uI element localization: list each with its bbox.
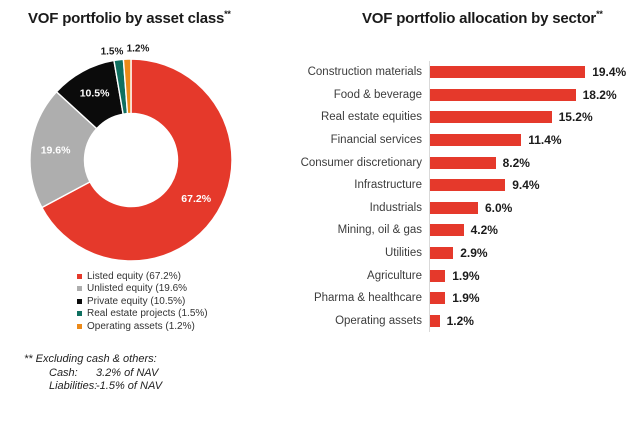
legend-item: Listed equity (67.2%)	[77, 270, 208, 282]
sector-chart-title-text: VOF portfolio allocation by sector	[362, 10, 597, 27]
bar-category-label: Operating assets	[335, 314, 422, 327]
legend-swatch	[77, 286, 82, 292]
pie-slice-label-listed-equity: 67.2%	[181, 193, 211, 205]
footnote: ** Excluding cash & others: Cash: 3.2% o…	[24, 353, 162, 394]
bar	[430, 314, 440, 327]
bar-value-label: 2.9%	[460, 246, 488, 261]
bar-category-label: Utilities	[384, 247, 422, 260]
bar-row: Mining, oil & gas 4.2%	[282, 219, 638, 242]
bar-value-label: 18.2%	[582, 87, 617, 102]
bar-area: 9.4%	[429, 173, 638, 197]
bar-row: Pharma & healthcare 1.9%	[282, 286, 638, 310]
footnote-cash-value: 3.2% of NAV	[96, 366, 159, 379]
asset-class-chart-title-text: VOF portfolio by asset class	[28, 10, 225, 27]
bar-row: Infrastructure 9.4%	[282, 173, 638, 197]
bar	[430, 134, 522, 147]
bar	[430, 66, 586, 79]
bar-category-label: Infrastructure	[354, 179, 422, 192]
bar-category-label: Consumer discretionary	[300, 156, 422, 169]
bar-category-label: Industrials	[369, 201, 422, 214]
pie-slice-operating-assets	[122, 58, 132, 115]
bar-row: Financial services 11.4%	[282, 128, 638, 152]
bar-value-label: 11.4%	[528, 133, 562, 148]
pie-slice-label-operating-assets: 1.2%	[127, 44, 150, 55]
bar-area: 1.2%	[429, 309, 638, 333]
footnote-line1: ** Excluding cash & others:	[24, 353, 157, 365]
bar-value-label: 4.2%	[470, 223, 498, 238]
bar-value-label: 9.4%	[512, 178, 540, 193]
bar-area: 19.4%	[429, 61, 638, 84]
bar-area: 1.9%	[429, 286, 638, 310]
asset-class-title-footnote-marker: **	[224, 9, 231, 19]
asset-class-donut-chart: 67.2% 19.6% 10.5% 1.5% 1.2%	[29, 44, 233, 262]
bar-category-label: Food & beverage	[333, 88, 422, 101]
bar-row: Agriculture 1.9%	[282, 264, 638, 287]
legend-swatch	[77, 323, 82, 329]
footnote-liabilities-row: Liabilities: -1.5% of NAV	[49, 380, 162, 394]
bar-value-label: 1.9%	[452, 268, 480, 283]
legend-item: Unlisted equity (19.6%	[77, 283, 208, 295]
bar	[430, 292, 446, 305]
bar-value-label: 6.0%	[485, 200, 513, 215]
legend-label: Private equity (10.5%)	[87, 295, 186, 307]
bar-area: 18.2%	[429, 83, 638, 107]
bar-category-label: Financial services	[330, 134, 422, 147]
bar	[430, 111, 552, 124]
bar-category-label: Agriculture	[367, 269, 422, 282]
bar-area: 8.2%	[429, 151, 638, 174]
bar-area: 1.9%	[429, 264, 638, 287]
legend-item: Operating assets (1.2%)	[77, 320, 208, 332]
bar-category-label: Mining, oil & gas	[337, 224, 422, 237]
sector-title-footnote-marker: **	[596, 9, 603, 19]
pie-slice-label-real-estate-projects: 1.5%	[101, 47, 124, 58]
bar	[430, 88, 576, 101]
bar-value-label: 8.2%	[502, 155, 530, 170]
legend-item: Real estate projects (1.5%)	[77, 308, 208, 320]
bar-value-label: 15.2%	[558, 110, 593, 125]
bar-row: Operating assets 1.2%	[282, 309, 638, 333]
bar-area: 11.4%	[429, 128, 638, 152]
bar-category-label: Construction materials	[307, 66, 422, 79]
legend-label: Listed equity (67.2%)	[87, 270, 181, 282]
bar-area: 4.2%	[429, 219, 638, 242]
bar-row: Utilities 2.9%	[282, 241, 638, 265]
bar-row: Industrials 6.0%	[282, 196, 638, 220]
bar	[430, 224, 464, 237]
bar-row: Construction materials 19.4%	[282, 61, 638, 84]
bar-row: Food & beverage 18.2%	[282, 83, 638, 107]
pie-slice-label-unlisted-equity: 19.6%	[41, 145, 71, 157]
legend-label: Unlisted equity (19.6%	[87, 283, 188, 295]
bar	[430, 247, 454, 260]
legend-label: Operating assets (1.2%)	[87, 320, 195, 332]
bar	[430, 269, 446, 282]
legend-item: Private equity (10.5%)	[77, 295, 208, 307]
footnote-liabilities-value: -1.5% of NAV	[96, 380, 163, 392]
bar	[430, 179, 506, 192]
legend-swatch	[77, 298, 82, 304]
bar-row: Real estate equities 15.2%	[282, 106, 638, 129]
bar-category-label: Real estate equities	[320, 111, 422, 124]
asset-class-chart-title: VOF portfolio by asset class**	[28, 9, 231, 27]
bar-area: 2.9%	[429, 241, 638, 265]
bar-value-label: 19.4%	[592, 65, 627, 80]
bar-area: 15.2%	[429, 106, 638, 129]
footnote-cash-row: Cash: 3.2% of NAV	[49, 367, 162, 381]
sector-chart-title: VOF portfolio allocation by sector**	[362, 9, 603, 27]
pie-slice-label-private-equity: 10.5%	[80, 87, 110, 99]
bar-row: Consumer discretionary 8.2%	[282, 151, 638, 174]
bar-area: 6.0%	[429, 196, 638, 220]
sector-bar-chart: Construction materials 19.4% Food & bevera…	[282, 61, 638, 333]
footnote-cash-label: Cash:	[49, 366, 78, 379]
bar-category-label: Pharma & healthcare	[313, 292, 422, 305]
pie-slice-listed-equity	[40, 58, 233, 262]
legend-swatch	[77, 311, 82, 317]
bar	[430, 156, 496, 169]
asset-class-legend: Listed equity (67.2%) Unlisted equity (19…	[77, 270, 208, 332]
bar-value-label: 1.9%	[452, 291, 480, 306]
footnote-liabilities-label: Liabilities:	[49, 380, 98, 392]
bar-value-label: 1.2%	[446, 313, 474, 328]
legend-label: Real estate projects (1.5%)	[87, 308, 208, 320]
legend-swatch	[77, 273, 82, 279]
bar	[430, 201, 478, 214]
